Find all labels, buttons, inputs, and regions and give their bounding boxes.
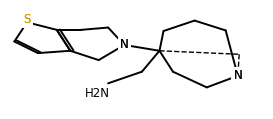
Text: N: N bbox=[120, 38, 129, 52]
Text: N: N bbox=[233, 69, 242, 82]
Text: H2N: H2N bbox=[85, 87, 110, 100]
Text: S: S bbox=[23, 13, 31, 26]
Text: N: N bbox=[233, 69, 242, 82]
Text: N: N bbox=[120, 38, 129, 52]
Text: S: S bbox=[23, 13, 31, 26]
